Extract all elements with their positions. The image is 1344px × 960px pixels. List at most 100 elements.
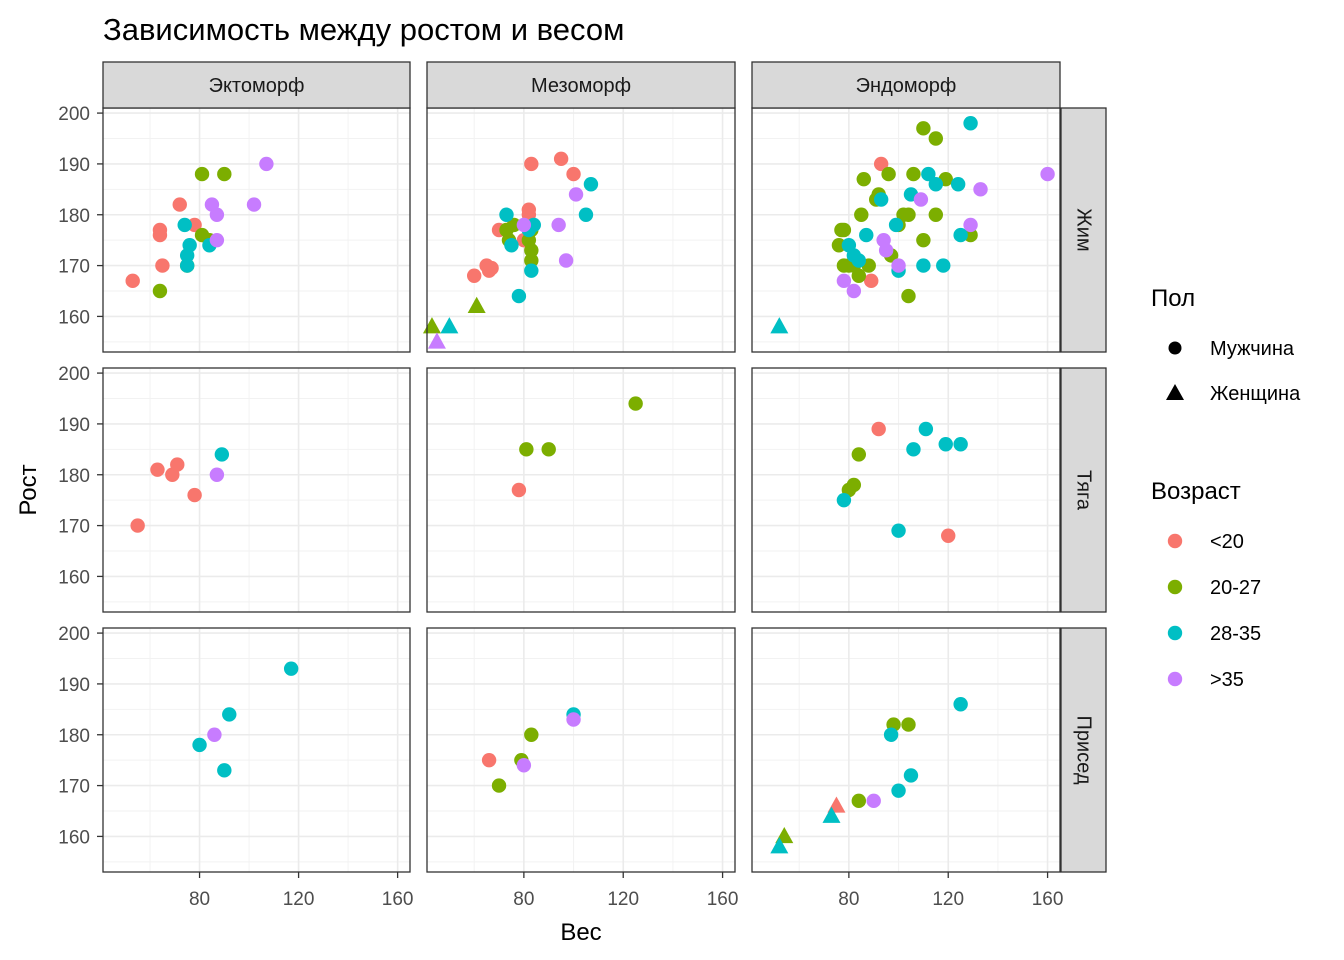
data-point-male: [916, 121, 931, 136]
strip-label-row: Жим: [1073, 208, 1095, 251]
data-point-male: [831, 238, 847, 253]
legend-key-color: [1167, 625, 1183, 641]
data-point-male: [836, 492, 852, 508]
y-tick-label: 190: [58, 675, 90, 696]
panel-border: [751, 367, 1061, 613]
strip-col-1: [426, 61, 736, 109]
data-point-male: [878, 243, 894, 258]
data-point-male: [484, 260, 499, 276]
data-point-male: [950, 177, 966, 192]
panel-1-1: [427, 368, 735, 612]
y-tick-label: 180: [58, 726, 90, 747]
data-point-male: [891, 258, 906, 273]
data-point-male: [864, 273, 879, 289]
legend-label: 28-35: [1210, 623, 1261, 645]
legend-key-triangle: [1166, 384, 1184, 400]
data-point-male: [526, 217, 542, 233]
strip-row-1: [1060, 367, 1107, 613]
y-tick-label: 170: [58, 777, 90, 798]
data-point-male: [551, 217, 566, 233]
legend-label: 20-27: [1210, 577, 1261, 599]
legend-key-color: [1167, 533, 1183, 549]
data-point-male: [504, 238, 519, 253]
y-tick-label: 180: [58, 466, 90, 487]
data-point-male: [187, 217, 202, 233]
x-tick-label: 160: [382, 889, 414, 910]
data-point-male: [506, 217, 522, 233]
data-point-male: [873, 192, 889, 207]
panel-2-1: [752, 368, 1060, 612]
panel-border: [102, 627, 411, 873]
panel-points-0-0: [125, 156, 274, 299]
legend-label: >35: [1210, 669, 1244, 691]
data-point-male: [866, 793, 881, 809]
panel-background: [427, 628, 735, 872]
panel-background: [427, 108, 735, 352]
panel-background: [752, 108, 1060, 352]
panel-points-0-1: [130, 447, 230, 533]
data-point-male: [871, 421, 886, 437]
data-point-female: [770, 317, 789, 334]
data-point-male: [936, 258, 951, 273]
data-point-male: [516, 758, 532, 773]
panel-points-0-2: [192, 661, 299, 778]
strip-row-0: [1060, 107, 1107, 353]
data-point-male: [553, 151, 569, 167]
color-legend-title: Возраст: [1151, 478, 1241, 505]
data-point-male: [214, 447, 230, 462]
data-point-male: [246, 197, 262, 212]
strip-label-row: Тяга: [1073, 470, 1095, 511]
panel-points-2-1: [836, 421, 968, 543]
data-point-male: [963, 227, 978, 243]
data-point-male: [182, 238, 197, 253]
data-point-male: [568, 187, 584, 202]
data-point-male: [152, 227, 168, 243]
data-point-male: [524, 727, 539, 742]
data-point-female: [467, 296, 486, 313]
data-point-male: [152, 283, 168, 299]
facet-grid: Эктоморф Мезоморф Эндоморф Жим Тяга Присед 160…: [58, 61, 1107, 910]
y-tick-label: 160: [58, 827, 90, 848]
data-point-male: [466, 268, 482, 283]
data-point-male: [130, 518, 145, 533]
data-point-male: [973, 182, 988, 197]
data-point-male: [155, 258, 170, 273]
data-point-male: [194, 166, 210, 182]
data-point-male: [1040, 166, 1055, 182]
y-axis-title: Рост: [15, 464, 42, 515]
data-point-male: [918, 421, 934, 437]
data-point-male: [578, 207, 594, 222]
data-point-male: [836, 222, 852, 238]
data-point-male: [519, 442, 534, 457]
data-point-male: [209, 232, 225, 248]
strip-col-0: [102, 61, 411, 109]
data-point-male: [856, 171, 871, 187]
data-point-female: [440, 317, 459, 334]
x-tick-label: 160: [1032, 889, 1064, 910]
strip-label-row: Присед: [1073, 715, 1095, 784]
x-tick-label: 120: [607, 889, 639, 910]
legend-label: Женщина: [1210, 383, 1301, 405]
data-point-male: [222, 707, 237, 722]
legend-key-circle: [1168, 341, 1182, 355]
panel-0-1: [103, 368, 410, 612]
data-point-male: [150, 462, 165, 477]
data-point-male: [851, 268, 867, 283]
data-point-male: [511, 288, 527, 304]
data-point-male: [851, 447, 867, 462]
data-point-male: [928, 131, 944, 146]
data-point-male: [521, 202, 537, 217]
data-point-male: [906, 166, 921, 182]
data-point-male: [928, 207, 944, 222]
data-point-male: [217, 763, 232, 778]
legend-label: <20: [1210, 531, 1244, 553]
data-point-male: [881, 166, 896, 182]
data-point-male: [854, 207, 869, 222]
strip-label-col: Мезоморф: [531, 75, 631, 97]
data-point-female: [427, 332, 446, 349]
data-point-male: [170, 457, 185, 472]
data-point-male: [217, 166, 232, 182]
data-point-male: [953, 437, 968, 452]
data-point-male: [873, 156, 889, 172]
panel-0-0: [103, 108, 410, 352]
